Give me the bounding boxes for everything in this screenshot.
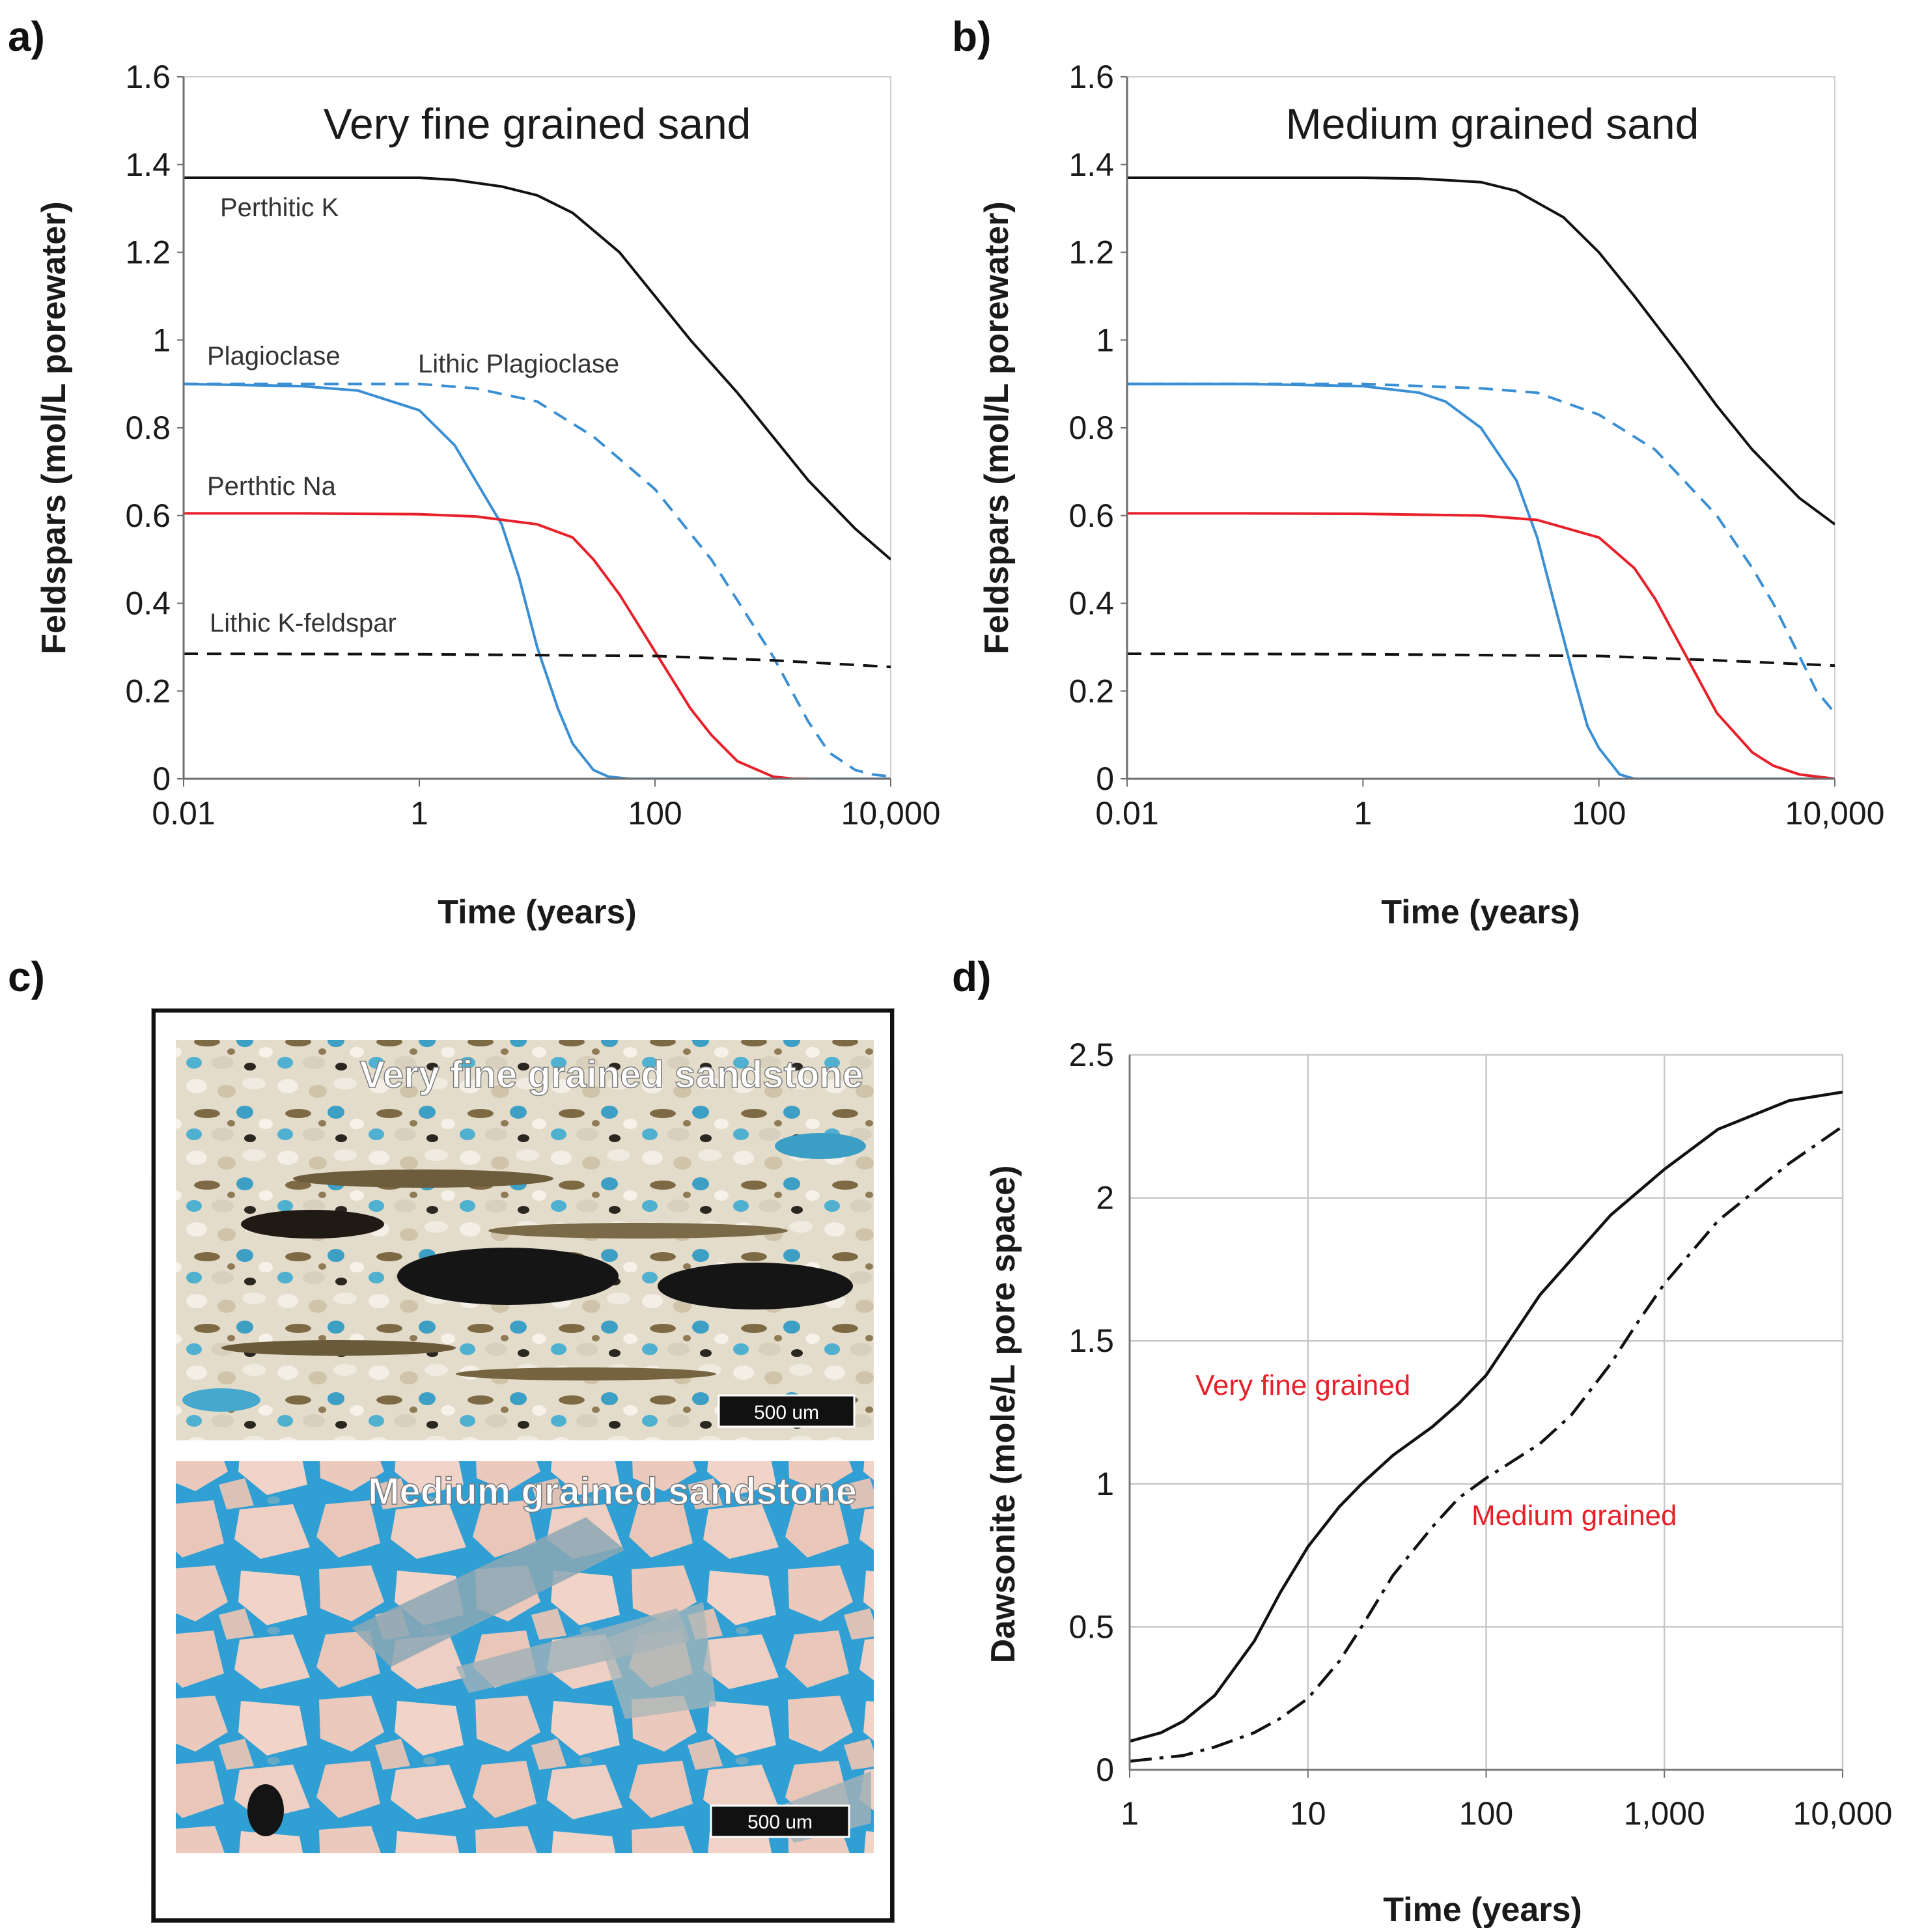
micrograph-very-fine: Very fine grained sandstone 500 um <box>176 1040 874 1440</box>
chart-a-y-tick-label: 1.6 <box>125 59 171 95</box>
chart-d-y-axis-title: Dawsonite (mole/L pore space) <box>984 1166 1022 1664</box>
chart-d-y-tick-label: 0 <box>1096 1752 1114 1788</box>
micrograph-very-fine-title: Very fine grained sandstone <box>359 1054 863 1096</box>
chart-a-y-tick-label: 0.2 <box>125 673 171 709</box>
micrograph-medium-title: Medium grained sandstone <box>368 1470 857 1513</box>
chart-d-x-tick-label: 1 <box>1121 1795 1139 1832</box>
micrograph-medium-scale-bar <box>710 1804 850 1838</box>
chart-d-annotation-medium: Medium grained <box>1472 1500 1677 1532</box>
chart-b-x-tick-label: 0.01 <box>1095 795 1158 832</box>
chart-a-y-tick-label: 0.8 <box>125 410 171 446</box>
micrograph-medium: Medium grained sandstone 500 um <box>176 1461 874 1853</box>
chart-a-series-lithic-k-feldspar <box>184 652 891 669</box>
chart-a-x-tick-label: 1 <box>410 795 428 832</box>
micrograph-very-fine-scale-label: 500 um <box>754 1402 819 1423</box>
chart-d-y-ticks: 0 0.5 1 1.5 2 2.5 <box>1068 1037 1114 1788</box>
chart-d-x-tick-label: 10,000 <box>1793 1795 1893 1832</box>
chart-b-y-tick-label: 1.4 <box>1068 147 1114 183</box>
chart-d-x-tick-label: 1,000 <box>1624 1795 1705 1832</box>
chart-b-y-tick-label: 0.8 <box>1068 410 1114 446</box>
chart-d-y-tick-label: 0.5 <box>1068 1608 1114 1645</box>
chart-d-y-tick-label: 2.5 <box>1068 1037 1114 1073</box>
chart-b-y-axis-title: Feldspars (mol/L porewater) <box>978 201 1016 654</box>
chart-a-y-axis-title: Feldspars (mol/L porewater) <box>35 201 73 654</box>
chart-b-y-tick-label: 0.4 <box>1068 585 1114 622</box>
chart-a-series-lithic-plagioclase <box>184 382 891 778</box>
chart-d-series-medium-grained <box>1130 1125 1843 1763</box>
chart-b-series-perthtic-na <box>1127 512 1835 779</box>
chart-a-x-tick-label: 10,000 <box>841 795 941 832</box>
chart-a-x-tick-label: 100 <box>628 795 682 832</box>
chart-b-series-lithic-plagioclase <box>1127 382 1835 714</box>
chart-b-y-tick-label: 0.2 <box>1068 673 1114 709</box>
chart-a-label-plagioclase: Plagioclase <box>207 342 341 371</box>
chart-a-series-perthtic-na <box>184 512 809 779</box>
chart-d-series <box>1130 1090 1843 1763</box>
chart-a-y-tick-label: 0.6 <box>125 497 171 534</box>
chart-d: 0 0.5 1 1.5 2 2.5 1 10 100 1,000 10,000 Time (yea… <box>984 1037 1892 1929</box>
panel-label-b: b) <box>952 13 991 60</box>
chart-b-x-ticks: 0.01 1 100 10,000 <box>1095 779 1884 832</box>
chart-d-x-tick-label: 10 <box>1290 1795 1326 1832</box>
chart-a-y-ticks: 0 0.2 0.4 0.6 0.8 1 1.2 1.4 1.6 <box>125 59 184 797</box>
chart-b-y-ticks: 0 0.2 0.4 0.6 0.8 1 1.2 1.4 1.6 <box>1068 59 1127 797</box>
chart-b-x-axis-title: Time (years) <box>1381 893 1580 931</box>
micrograph-panel: Very fine grained sandstone 500 um Mediu… <box>151 1008 895 1923</box>
chart-b-y-tick-label: 0 <box>1096 761 1114 797</box>
chart-a-x-ticks: 0.01 1 100 10,000 <box>152 779 940 832</box>
chart-b-x-tick-label: 100 <box>1572 795 1626 832</box>
micrograph-very-fine-scale-bar <box>718 1394 856 1428</box>
chart-b-y-tick-label: 1 <box>1096 322 1114 358</box>
chart-a-plot-area <box>183 76 891 779</box>
chart-a-y-tick-label: 0 <box>152 761 171 797</box>
micrograph-medium-scale-label: 500 um <box>747 1812 813 1833</box>
chart-b-x-tick-label: 1 <box>1354 795 1372 832</box>
chart-a-series-plagioclase <box>184 382 891 779</box>
chart-d-x-axis-title: Time (years) <box>1383 1891 1582 1929</box>
chart-b-series <box>1127 176 1835 779</box>
chart-b-y-tick-label: 1.6 <box>1068 59 1114 95</box>
chart-b-y-tick-label: 0.6 <box>1068 497 1114 534</box>
panel-label-a: a) <box>8 13 45 60</box>
chart-a-label-perthitic-k: Perthitic K <box>220 193 339 222</box>
chart-a-label-lithic-plagioclase: Lithic Plagioclase <box>418 350 619 378</box>
chart-a-label-lithic-k-feldspar: Lithic K-feldspar <box>210 609 397 637</box>
chart-d-y-tick-label: 1 <box>1096 1466 1114 1502</box>
chart-b-series-lithic-k-feldspar <box>1127 652 1835 667</box>
chart-d-y-tick-label: 1.5 <box>1068 1323 1114 1359</box>
chart-b-title: Medium grained sand <box>1286 100 1699 148</box>
chart-a-y-tick-label: 1.4 <box>125 147 171 183</box>
chart-a-series-perthitic-k <box>184 176 891 561</box>
chart-a-label-perthtic-na: Perthtic Na <box>207 472 337 501</box>
chart-a-y-tick-label: 1 <box>152 322 171 358</box>
chart-b-series-plagioclase <box>1127 382 1835 779</box>
chart-b-x-tick-label: 10,000 <box>1785 795 1885 832</box>
chart-d-series-very-fine-grained <box>1130 1090 1843 1743</box>
chart-d-y-tick-label: 2 <box>1096 1180 1114 1216</box>
chart-a-title: Very fine grained sand <box>324 100 751 148</box>
chart-a-y-tick-label: 1.2 <box>125 234 171 271</box>
chart-b-y-tick-label: 1.2 <box>1068 234 1114 271</box>
chart-d-annotation-very-fine: Very fine grained <box>1195 1369 1410 1401</box>
chart-a: 0 0.2 0.4 0.6 0.8 1 1.2 1.4 1.6 0.01 1 100 10,000 V… <box>35 59 940 931</box>
chart-d-x-tick-label: 100 <box>1459 1795 1513 1832</box>
chart-d-x-ticks: 1 10 100 1,000 10,000 <box>1121 1770 1892 1832</box>
chart-b: 0 0.2 0.4 0.6 0.8 1 1.2 1.4 1.6 0.01 1 100 10,000 M… <box>978 59 1884 931</box>
chart-b-series-perthitic-k <box>1127 176 1835 525</box>
panel-label-c: c) <box>8 953 45 1000</box>
chart-a-x-tick-label: 0.01 <box>152 795 215 832</box>
panel-label-d: d) <box>952 953 991 1000</box>
chart-a-y-tick-label: 0.4 <box>125 585 171 622</box>
chart-a-x-axis-title: Time (years) <box>438 893 636 931</box>
chart-a-series <box>184 176 891 779</box>
